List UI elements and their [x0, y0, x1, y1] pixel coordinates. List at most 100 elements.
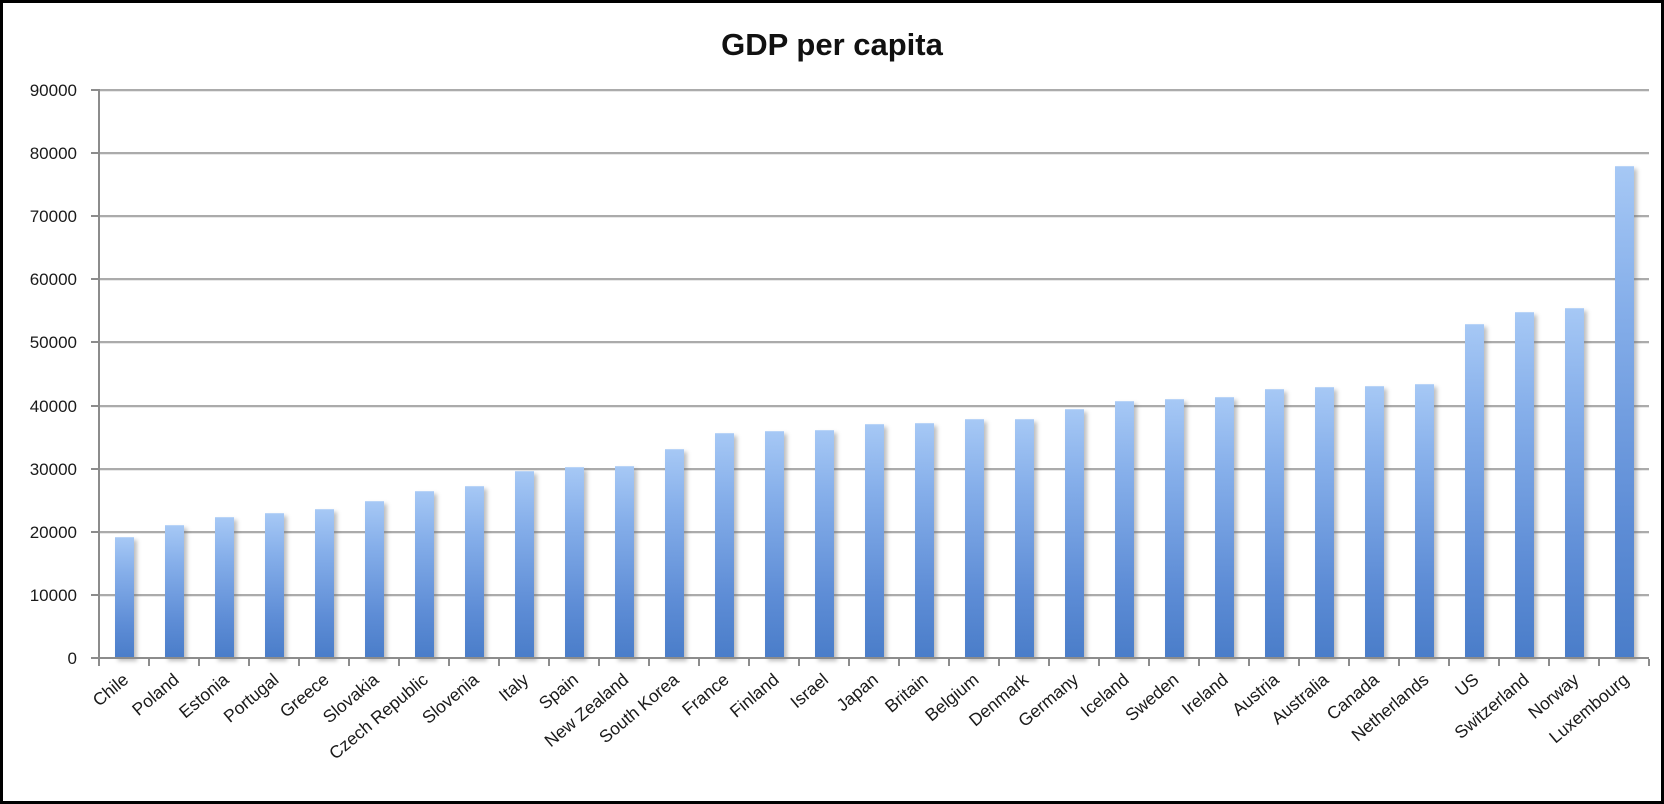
bar-czech-republic	[414, 491, 434, 658]
x-axis-tick	[1548, 659, 1550, 666]
bar-new-zealand	[614, 465, 634, 658]
x-axis-tick	[298, 659, 300, 666]
x-axis-tick	[948, 659, 950, 666]
chart-title: GDP per capita	[721, 27, 943, 62]
gridline-70000	[99, 215, 1649, 218]
x-axis-tick	[248, 659, 250, 666]
y-axis-tick	[91, 593, 99, 596]
x-axis-tick	[548, 659, 550, 666]
y-axis-label: 10000	[29, 585, 77, 605]
x-axis-label: Chile	[88, 669, 133, 711]
y-axis-label: 20000	[29, 522, 77, 542]
x-axis-tick	[1498, 659, 1500, 666]
x-axis-tick	[1148, 659, 1150, 666]
bar-greece	[314, 509, 334, 658]
y-axis-label: 50000	[29, 333, 77, 353]
bar-sweden	[1164, 399, 1184, 658]
y-axis-tick	[91, 341, 99, 344]
y-axis-tick	[91, 530, 99, 533]
y-axis-line	[98, 89, 100, 666]
bar-ireland	[1214, 397, 1234, 658]
x-axis-tick	[1348, 659, 1350, 666]
bar-canada	[1364, 385, 1384, 658]
y-axis-label: 30000	[29, 459, 77, 479]
x-axis-tick	[598, 659, 600, 666]
y-axis-tick	[91, 152, 99, 155]
bar-italy	[514, 471, 534, 658]
x-axis-tick	[498, 659, 500, 666]
bar-chile	[114, 536, 134, 658]
x-axis-tick	[1648, 659, 1650, 666]
x-axis-label: Poland	[127, 669, 183, 720]
x-axis-tick	[148, 659, 150, 666]
x-axis-label: Portugal	[219, 669, 283, 727]
x-axis-label: Israel	[786, 669, 833, 713]
gridline-60000	[99, 278, 1649, 281]
bar-portugal	[264, 512, 284, 658]
x-axis-tick	[1448, 659, 1450, 666]
x-axis-tick	[448, 659, 450, 666]
y-axis-label: 90000	[29, 81, 77, 100]
bar-slovenia	[464, 485, 484, 658]
gridline-50000	[99, 341, 1649, 344]
bar-us	[1464, 324, 1484, 658]
bar-norway	[1564, 307, 1584, 658]
y-axis-tick	[91, 89, 99, 91]
x-axis-label: France	[677, 669, 733, 720]
bar-switzerland	[1514, 312, 1534, 658]
x-axis-tick	[1598, 659, 1600, 666]
x-axis-tick	[698, 659, 700, 666]
bar-belgium	[964, 419, 984, 658]
gridline-80000	[99, 152, 1649, 155]
y-axis-tick	[91, 657, 99, 659]
x-axis-label: Italy	[494, 669, 533, 706]
bar-netherlands	[1414, 384, 1434, 658]
bar-spain	[564, 467, 584, 658]
x-axis-tick	[798, 659, 800, 666]
x-axis-tick	[1248, 659, 1250, 666]
x-axis-tick	[1298, 659, 1300, 666]
bar-britain	[914, 422, 934, 658]
gridline-40000	[99, 404, 1649, 407]
x-axis-label: Ireland	[1178, 669, 1233, 719]
bar-luxembourg	[1614, 165, 1634, 658]
bar-finland	[764, 431, 784, 658]
x-axis-tick	[1048, 659, 1050, 666]
x-axis-tick	[648, 659, 650, 666]
y-axis-tick	[91, 278, 99, 281]
x-axis-tick	[998, 659, 1000, 666]
x-axis-tick	[198, 659, 200, 666]
x-axis-label: US	[1450, 669, 1483, 701]
x-axis-label: Finland	[725, 669, 783, 722]
bar-austria	[1264, 389, 1284, 658]
bar-slovakia	[364, 501, 384, 658]
bar-france	[714, 433, 734, 658]
y-axis-label: 60000	[29, 270, 77, 290]
bar-australia	[1314, 386, 1334, 658]
bar-israel	[814, 429, 834, 658]
x-axis-tick	[398, 659, 400, 666]
gridline-90000	[99, 89, 1649, 91]
bar-estonia	[214, 516, 234, 658]
x-axis-line	[99, 657, 1649, 659]
x-axis-tick	[1398, 659, 1400, 666]
bar-denmark	[1014, 419, 1034, 658]
bar-poland	[164, 524, 184, 658]
x-axis-tick	[848, 659, 850, 666]
x-axis-tick	[1198, 659, 1200, 666]
bar-japan	[864, 424, 884, 658]
x-axis-label: Japan	[832, 669, 883, 716]
x-axis-tick	[1098, 659, 1100, 666]
y-axis-label: 80000	[29, 144, 77, 164]
y-axis-label: 0	[67, 649, 77, 668]
bar-iceland	[1114, 401, 1134, 658]
bar-south-korea	[664, 449, 684, 658]
y-axis-label: 40000	[29, 396, 77, 416]
y-axis-tick	[91, 467, 99, 470]
y-axis-label: 70000	[29, 207, 77, 227]
x-axis-tick	[898, 659, 900, 666]
x-axis-tick	[348, 659, 350, 666]
x-axis-label: Sweden	[1120, 669, 1183, 726]
y-axis-tick	[91, 404, 99, 407]
